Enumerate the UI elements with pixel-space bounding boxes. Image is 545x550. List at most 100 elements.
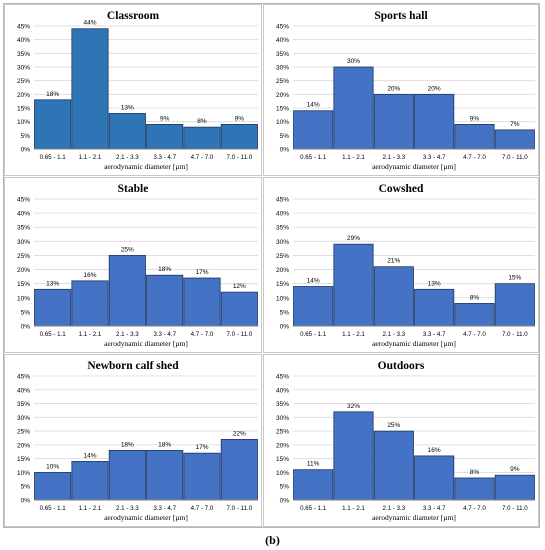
chart-title: Sports hall xyxy=(374,10,427,22)
data-label: 14% xyxy=(307,102,320,109)
y-tick-label: 25% xyxy=(276,429,289,436)
x-tick-label: 2.1 - 3.3 xyxy=(382,154,405,161)
bar xyxy=(333,66,374,150)
y-tick-label: 20% xyxy=(17,92,30,99)
x-tick-label: 1.1 - 2.1 xyxy=(79,505,102,512)
x-tick-label: 1.1 - 2.1 xyxy=(79,154,102,161)
bar xyxy=(108,449,146,501)
x-tick-label: 3.3 - 4.7 xyxy=(423,154,446,161)
figure-caption: (b) xyxy=(265,533,280,547)
x-tick-label: 0.65 - 1.1 xyxy=(40,505,67,512)
figure-frame xyxy=(3,3,540,528)
data-label: 17% xyxy=(195,269,208,276)
y-tick-label: 35% xyxy=(17,401,30,408)
bar xyxy=(108,255,146,327)
x-tick-label: 4.7 - 7.0 xyxy=(463,154,486,161)
bar xyxy=(146,124,184,150)
chart-title: Cowshed xyxy=(379,183,424,195)
y-tick-label: 45% xyxy=(17,197,30,204)
x-tick-label: 0.65 - 1.1 xyxy=(40,154,67,161)
y-tick-label: 15% xyxy=(276,106,289,113)
y-tick-label: 35% xyxy=(276,401,289,408)
data-label: 18% xyxy=(158,441,171,448)
y-tick-label: 0% xyxy=(280,324,290,331)
bar xyxy=(220,438,258,501)
y-tick-label: 15% xyxy=(17,456,30,463)
y-tick-label: 10% xyxy=(276,119,289,126)
x-tick-label: 2.1 - 3.3 xyxy=(116,331,139,338)
data-label: 32% xyxy=(347,403,360,410)
data-label: 20% xyxy=(428,85,441,92)
data-label: 12% xyxy=(233,283,246,290)
y-tick-label: 40% xyxy=(276,211,289,218)
data-label: 21% xyxy=(387,258,400,265)
x-tick-label: 4.7 - 7.0 xyxy=(463,505,486,512)
panel-border xyxy=(4,4,262,176)
x-tick-label: 0.65 - 1.1 xyxy=(300,505,327,512)
y-tick-label: 25% xyxy=(17,253,30,260)
x-axis-label: aerodynamic diameter [µm] xyxy=(104,513,188,522)
data-label: 25% xyxy=(121,246,134,253)
x-tick-label: 2.1 - 3.3 xyxy=(116,505,139,512)
y-tick-label: 0% xyxy=(21,498,31,505)
data-label: 7% xyxy=(510,121,520,128)
x-tick-label: 4.7 - 7.0 xyxy=(191,154,214,161)
x-axis-label: aerodynamic diameter [µm] xyxy=(372,513,456,522)
y-tick-label: 40% xyxy=(276,37,289,44)
bar xyxy=(108,113,146,150)
data-label: 8% xyxy=(470,469,480,476)
x-tick-label: 3.3 - 4.7 xyxy=(153,331,176,338)
chart-panel-3: Stable 0% 5% 10% 15% 20% 25% 30% 35% 40% 45% 13% 0.6… xyxy=(4,177,262,353)
x-tick-label: 3.3 - 4.7 xyxy=(423,331,446,338)
x-tick-label: 3.3 - 4.7 xyxy=(153,505,176,512)
bar xyxy=(373,430,414,501)
data-label: 9% xyxy=(235,115,245,122)
x-tick-label: 7.0 - 11.0 xyxy=(226,331,252,338)
y-tick-label: 5% xyxy=(21,309,31,316)
data-label: 30% xyxy=(347,58,360,65)
y-tick-label: 35% xyxy=(276,225,289,232)
y-tick-label: 20% xyxy=(276,267,289,274)
bar xyxy=(454,303,495,327)
y-tick-label: 40% xyxy=(17,211,30,218)
chart-title: Outdoors xyxy=(378,360,425,372)
bar xyxy=(71,280,109,327)
x-tick-label: 3.3 - 4.7 xyxy=(153,154,176,161)
data-label: 16% xyxy=(428,447,441,454)
x-tick-label: 0.65 - 1.1 xyxy=(40,331,67,338)
x-tick-label: 7.0 - 11.0 xyxy=(502,331,528,338)
bar xyxy=(414,93,455,150)
data-label: 14% xyxy=(83,452,96,459)
x-tick-label: 7.0 - 11.0 xyxy=(226,154,252,161)
bar xyxy=(34,99,72,150)
x-tick-label: 1.1 - 2.1 xyxy=(79,331,102,338)
y-tick-label: 10% xyxy=(17,119,30,126)
y-tick-label: 25% xyxy=(276,78,289,85)
x-tick-label: 4.7 - 7.0 xyxy=(191,331,214,338)
bar xyxy=(220,124,258,150)
y-tick-label: 40% xyxy=(276,387,289,394)
chart-title: Newborn calf shed xyxy=(87,360,179,372)
chart-panel-5: Newborn calf shed 0% 5% 10% 15% 20% 25% 30% 35% 4… xyxy=(4,354,262,527)
x-axis-label: aerodynamic diameter [µm] xyxy=(104,162,188,171)
bar xyxy=(373,93,414,150)
x-tick-label: 2.1 - 3.3 xyxy=(382,331,405,338)
bar xyxy=(414,288,455,327)
y-tick-label: 30% xyxy=(276,415,289,422)
data-label: 15% xyxy=(508,275,521,282)
y-tick-label: 5% xyxy=(280,133,290,140)
y-tick-label: 0% xyxy=(21,147,31,154)
y-tick-label: 20% xyxy=(276,442,289,449)
charts-grid: Classroom 0% 5% 10% 15% 20% 25% 30% 35% 40% 45% 18%… xyxy=(4,4,539,527)
y-tick-label: 20% xyxy=(17,442,30,449)
bar xyxy=(293,469,334,501)
y-tick-label: 15% xyxy=(17,106,30,113)
bar xyxy=(71,461,109,501)
y-tick-label: 45% xyxy=(276,374,289,381)
chart-panel-2: Sports hall 0% 5% 10% 15% 20% 25% 30% 35% 40% 45% 1… xyxy=(263,4,539,176)
y-tick-label: 15% xyxy=(17,281,30,288)
data-label: 9% xyxy=(510,466,520,473)
y-tick-label: 10% xyxy=(276,470,289,477)
bar xyxy=(220,291,258,327)
y-tick-label: 30% xyxy=(17,239,30,246)
